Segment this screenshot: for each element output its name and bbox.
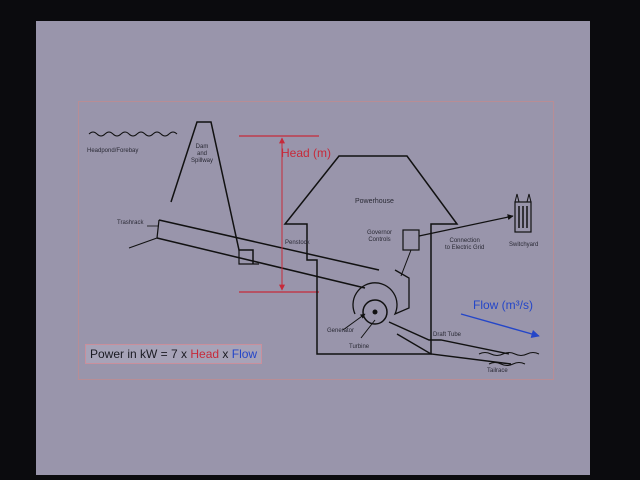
connection-label: Connection to Electric Grid: [445, 238, 485, 251]
generator-label: Generator: [327, 328, 355, 334]
turbine-casing: [352, 269, 410, 316]
headpond-label: Headpond/Forebay: [87, 148, 139, 154]
turbine-label: Turbine: [349, 344, 370, 350]
trashrack-label: Trashrack: [117, 220, 144, 226]
switchyard-label: Switchyard: [509, 242, 539, 248]
formula-head: Head: [190, 347, 220, 361]
power-formula: Power in kW = 7 x Head x Flow: [85, 344, 263, 364]
tailrace-water: [478, 352, 540, 356]
headpond-water-line: [88, 131, 178, 137]
flow-label: Flow (m³/s): [473, 298, 533, 312]
penstock-pipe: [158, 219, 380, 271]
turbine-wheel: [362, 299, 388, 325]
dam-shape: [170, 121, 254, 264]
head-label: Head (m): [281, 146, 332, 160]
diagram-frame: Headpond/Forebay Dam and Spillway Trashr…: [78, 101, 554, 380]
governor-box: [402, 229, 420, 251]
governor-label: Governor Controls: [367, 230, 393, 243]
formula-prefix: Power in kW = 7 x: [90, 347, 191, 361]
hydropower-diagram: [88, 121, 540, 366]
slide: Headpond/Forebay Dam and Spillway Trashr…: [36, 21, 590, 475]
switchyard-icon: [514, 193, 532, 233]
draft-tube: [388, 321, 510, 355]
flow-arrow: [460, 313, 540, 338]
powerhouse-label: Powerhouse: [355, 198, 394, 205]
powerhouse-building: [283, 155, 459, 355]
dam-label: Dam and Spillway: [191, 144, 214, 164]
penstock-label: Penstock: [285, 240, 310, 246]
grid-connection-line: [418, 214, 514, 237]
tailrace-label: Tailrace: [487, 368, 508, 374]
formula-sep: x: [219, 347, 232, 361]
formula-flow: Flow: [231, 347, 258, 361]
draft-tube-label: Draft Tube: [433, 332, 462, 338]
